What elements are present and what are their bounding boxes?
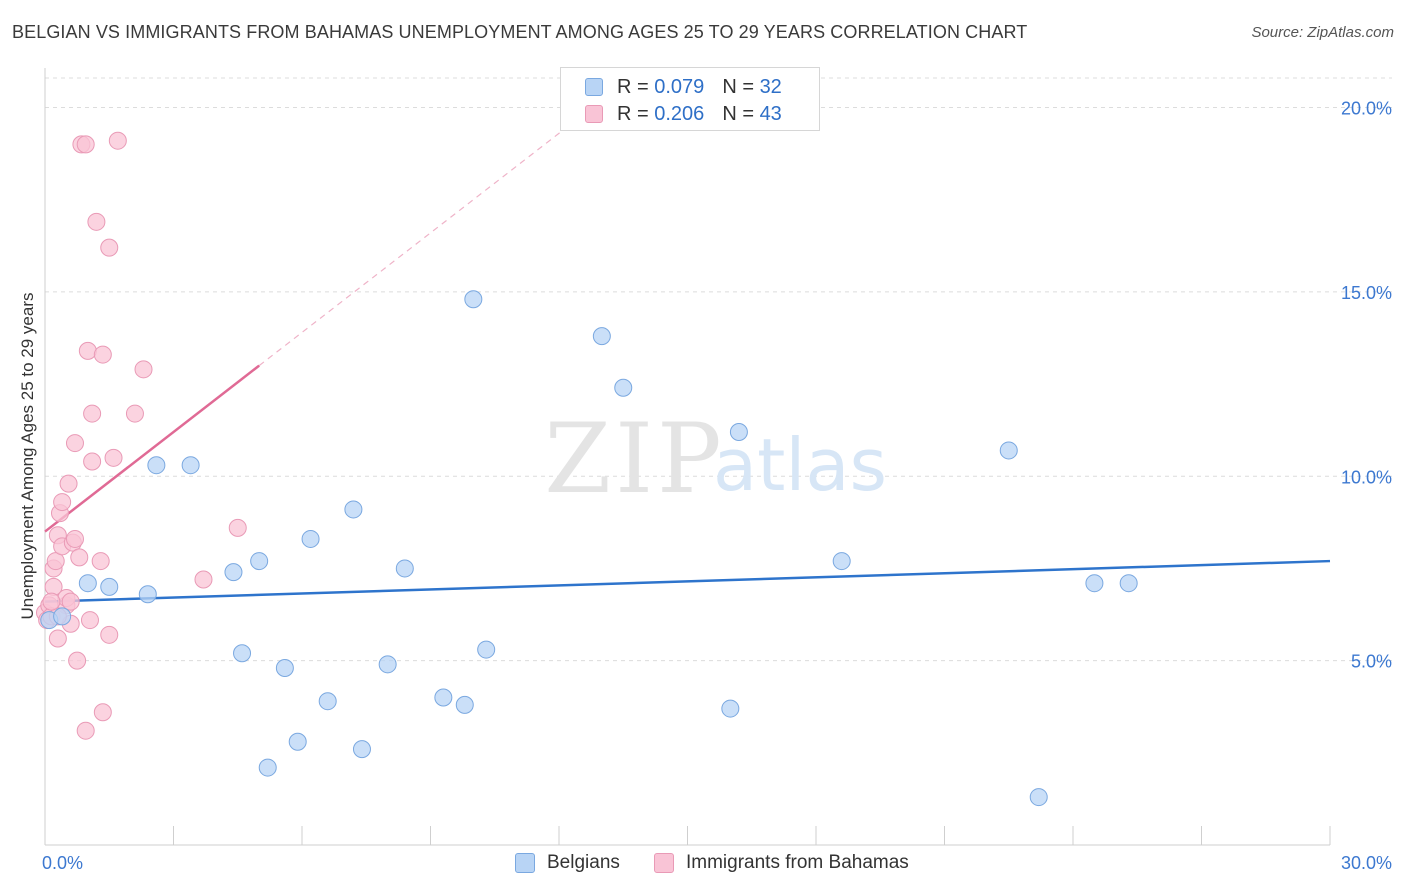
bahamas-legend-label: Immigrants from Bahamas — [686, 852, 909, 873]
belgians-point — [288, 732, 307, 751]
belgians-point — [592, 327, 611, 346]
trend-lines — [44, 99, 1331, 603]
legend-r-label: R = — [617, 75, 655, 98]
y-tick-label: 10.0% — [1341, 467, 1392, 487]
bahamas-point — [53, 493, 72, 512]
belgians-point — [477, 640, 496, 659]
bahamas-point — [108, 131, 127, 150]
bahamas-point — [80, 611, 99, 630]
legend-n-value: 43 — [759, 102, 782, 125]
correlation-legend: R = 0.079 N = 32 R = 0.206 N = 43 — [560, 67, 820, 131]
legend-r-label: R = — [617, 102, 655, 125]
belgians-point — [729, 423, 748, 441]
y-tick-label: 20.0% — [1341, 99, 1392, 119]
belgians-legend-label: Belgians — [547, 852, 620, 873]
bahamas-point — [65, 529, 84, 548]
y-tick-label: 5.0% — [1351, 652, 1392, 672]
bahamas-point — [100, 238, 119, 257]
belgians-point — [138, 585, 157, 604]
bahamas-point — [100, 625, 119, 644]
bahamas-point — [93, 703, 112, 722]
bahamas-point — [61, 592, 80, 611]
legend-row-belgians: R = 0.079 N = 32 — [585, 74, 782, 100]
bahamas-point — [91, 552, 110, 571]
belgians-point — [224, 563, 243, 582]
gridlines — [45, 77, 1392, 662]
bahamas-point — [65, 434, 84, 453]
axes — [44, 68, 1331, 846]
chart-source: Source: ZipAtlas.com — [1251, 24, 1394, 41]
bahamas-point — [42, 592, 61, 611]
belgians-point — [395, 559, 414, 578]
bahamas-point — [59, 474, 78, 493]
belgians-point — [275, 659, 294, 677]
belgians-point — [721, 699, 740, 718]
bahamas-point — [76, 721, 95, 740]
legend-n-label: N = — [722, 75, 760, 98]
legend-r-value: 0.206 — [654, 102, 705, 125]
bahamas-point — [83, 452, 102, 471]
bahamas-point — [93, 345, 112, 364]
belgians-point — [352, 740, 371, 759]
legend-row-bahamas: R = 0.206 N = 43 — [585, 101, 782, 127]
belgians-point — [464, 290, 483, 309]
bahamas-legend-swatch — [654, 853, 674, 873]
belgians-legend-swatch — [515, 853, 535, 873]
bahamas-point — [125, 404, 144, 423]
belgians-point — [1085, 574, 1104, 593]
belgians-point — [53, 607, 72, 626]
tick-labels: 5.0% 10.0% 15.0% 20.0% 0.0% 30.0% — [42, 99, 1392, 874]
watermark-zip: ZIP — [544, 403, 725, 515]
legend-n-value: 32 — [759, 75, 782, 98]
bahamas-point — [48, 629, 67, 648]
belgians-point — [250, 552, 269, 571]
belgians-point — [1029, 788, 1048, 807]
bahamas-point — [194, 570, 213, 589]
belgians-point — [147, 456, 166, 475]
bahamas-point — [87, 212, 106, 231]
belgians-point — [78, 574, 97, 593]
bahamas-trend-line — [44, 364, 260, 533]
x-tick-label-min: 0.0% — [42, 853, 83, 873]
bahamas-point — [68, 651, 87, 670]
bahamas-point — [228, 518, 247, 537]
belgians-point — [100, 577, 119, 596]
belgians-point — [233, 644, 252, 663]
bahamas-point — [104, 448, 123, 467]
belgians-point — [434, 688, 453, 707]
belgians-point — [344, 500, 363, 519]
bahamas-point — [76, 135, 95, 154]
belgians-point — [999, 441, 1018, 460]
belgians-trend-line — [44, 559, 1331, 603]
bahamas-point — [78, 341, 97, 360]
data-points — [36, 131, 1138, 807]
belgians-point — [378, 655, 397, 674]
legend-n-label: N = — [722, 102, 760, 125]
chart-title: BELGIAN VS IMMIGRANTS FROM BAHAMAS UNEMP… — [12, 22, 1028, 42]
belgians-swatch — [585, 78, 603, 96]
bahamas-point — [70, 548, 89, 567]
belgians-point — [455, 695, 474, 714]
bahamas-point — [134, 360, 153, 379]
belgians-point — [1119, 574, 1138, 593]
bahamas-point — [83, 404, 102, 423]
belgians-point — [181, 456, 200, 475]
watermark: ZIP atlas — [544, 403, 887, 515]
bahamas-swatch — [585, 105, 603, 123]
series-legend-bahamas: Immigrants from Bahamas — [654, 852, 909, 874]
series-legend-belgians: Belgians — [515, 852, 620, 874]
y-tick-label: 15.0% — [1341, 283, 1392, 303]
belgians-point — [832, 552, 851, 571]
legend-r-value: 0.079 — [654, 75, 705, 98]
belgians-point — [301, 529, 320, 548]
x-tick-label-max: 30.0% — [1341, 853, 1392, 873]
belgians-point — [614, 378, 633, 397]
bahamas-trend-extension — [258, 99, 603, 367]
belgians-point — [258, 758, 277, 777]
belgians-point — [318, 692, 337, 711]
y-axis-label: Unemployment Among Ages 25 to 29 years — [18, 292, 37, 620]
